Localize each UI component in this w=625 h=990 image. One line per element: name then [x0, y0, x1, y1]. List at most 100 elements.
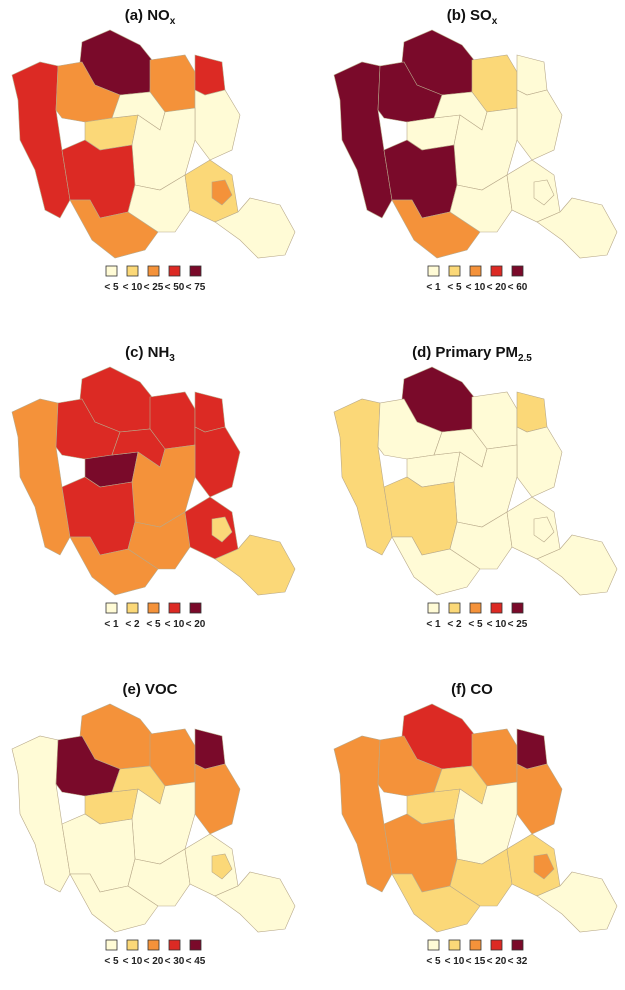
legend-label: < 5: [468, 619, 483, 630]
legend-swatch: [105, 939, 118, 951]
region: [516, 426, 563, 498]
legend-label: < 5: [426, 956, 441, 967]
legend-swatch: [105, 265, 118, 277]
map-panel: (c) NH3 < 1 < 2 < 5 < 10 < 20: [11, 344, 296, 630]
title-text: (a) NO: [125, 7, 170, 24]
legend-swatch: [147, 602, 160, 614]
legend-swatch: [448, 939, 461, 951]
region: [536, 871, 618, 933]
legend-swatch: [448, 265, 461, 277]
title-text: (b) SO: [447, 7, 492, 24]
legend-label: < 15: [466, 956, 486, 967]
region: [383, 813, 458, 893]
legend-swatch: [147, 939, 160, 951]
legend-label: < 45: [186, 956, 206, 967]
region: [11, 398, 71, 556]
legend-label: < 5: [104, 956, 119, 967]
legend-label: < 10: [487, 619, 507, 630]
legend-swatch: [189, 939, 202, 951]
legend-label: < 20: [487, 956, 507, 967]
region: [333, 398, 393, 556]
panel-title: (f) CO: [451, 681, 493, 698]
region: [194, 54, 226, 96]
region: [516, 89, 563, 161]
region: [194, 763, 241, 835]
region: [516, 391, 548, 433]
panel-title: (d) Primary PM2.5: [412, 344, 532, 364]
region: [383, 476, 458, 556]
legend-swatch: [168, 265, 181, 277]
panel-title: (e) VOC: [122, 681, 177, 698]
legend-swatch: [126, 602, 139, 614]
region: [516, 54, 548, 96]
region: [211, 179, 233, 206]
region: [516, 763, 563, 835]
legend-swatch: [469, 939, 482, 951]
title-subscript: 3: [169, 353, 175, 364]
region: [127, 174, 191, 233]
region: [516, 728, 548, 770]
legend-swatch: [189, 265, 202, 277]
legend-label: < 25: [508, 619, 528, 630]
title-text: (c) NH: [125, 344, 169, 361]
legend-swatch: [511, 602, 524, 614]
legend-swatch: [490, 939, 503, 951]
region: [11, 735, 71, 893]
region: [214, 534, 296, 596]
region: [536, 534, 618, 596]
legend-label: < 30: [165, 956, 185, 967]
region: [333, 61, 393, 219]
region: [127, 848, 191, 907]
legend-label: < 10: [466, 282, 486, 293]
title-subscript: 2.5: [518, 353, 532, 364]
legend-swatch: [427, 602, 440, 614]
panel-title: (b) SOx: [447, 7, 498, 27]
legend-swatch: [126, 939, 139, 951]
region: [214, 871, 296, 933]
region: [61, 813, 136, 893]
legend-label: < 2: [447, 619, 462, 630]
region: [194, 391, 226, 433]
legend-label: < 10: [445, 956, 465, 967]
legend-swatch: [490, 265, 503, 277]
legend-label: < 5: [447, 282, 462, 293]
region: [127, 511, 191, 570]
region: [211, 853, 233, 880]
region: [214, 197, 296, 259]
title-subscript: x: [492, 16, 498, 27]
legend-swatch: [490, 602, 503, 614]
legend-swatch: [511, 265, 524, 277]
region: [536, 197, 618, 259]
legend-label: < 32: [508, 956, 528, 967]
region: [449, 174, 513, 233]
map-panel: (b) SOx < 1 < 5 < 10 < 20 < 60: [333, 7, 618, 293]
legend-swatch: [469, 602, 482, 614]
region: [449, 848, 513, 907]
legend-swatch: [168, 939, 181, 951]
legend-swatch: [448, 602, 461, 614]
region: [194, 728, 226, 770]
region: [11, 61, 71, 219]
legend-swatch: [469, 265, 482, 277]
legend-label: < 5: [104, 282, 119, 293]
legend-label: < 2: [125, 619, 140, 630]
legend-label: < 60: [508, 282, 528, 293]
title-text: (e) VOC: [122, 681, 177, 698]
region: [533, 516, 555, 543]
legend-label: < 5: [146, 619, 161, 630]
panel-title: (c) NH3: [125, 344, 175, 364]
map-panel: (e) VOC < 5 < 10 < 20 < 30 < 45: [11, 681, 296, 967]
legend-label: < 50: [165, 282, 185, 293]
title-text: (d) Primary PM: [412, 344, 518, 361]
map-panel: (d) Primary PM2.5 < 1 < 2 < 5 < 10 < 25: [333, 344, 618, 630]
legend-label: < 1: [426, 282, 441, 293]
region: [61, 139, 136, 219]
region: [194, 426, 241, 498]
region: [383, 139, 458, 219]
legend-label: < 20: [186, 619, 206, 630]
legend-swatch: [427, 939, 440, 951]
panel-title: (a) NOx: [125, 7, 176, 27]
legend-swatch: [168, 602, 181, 614]
legend-swatch: [427, 265, 440, 277]
